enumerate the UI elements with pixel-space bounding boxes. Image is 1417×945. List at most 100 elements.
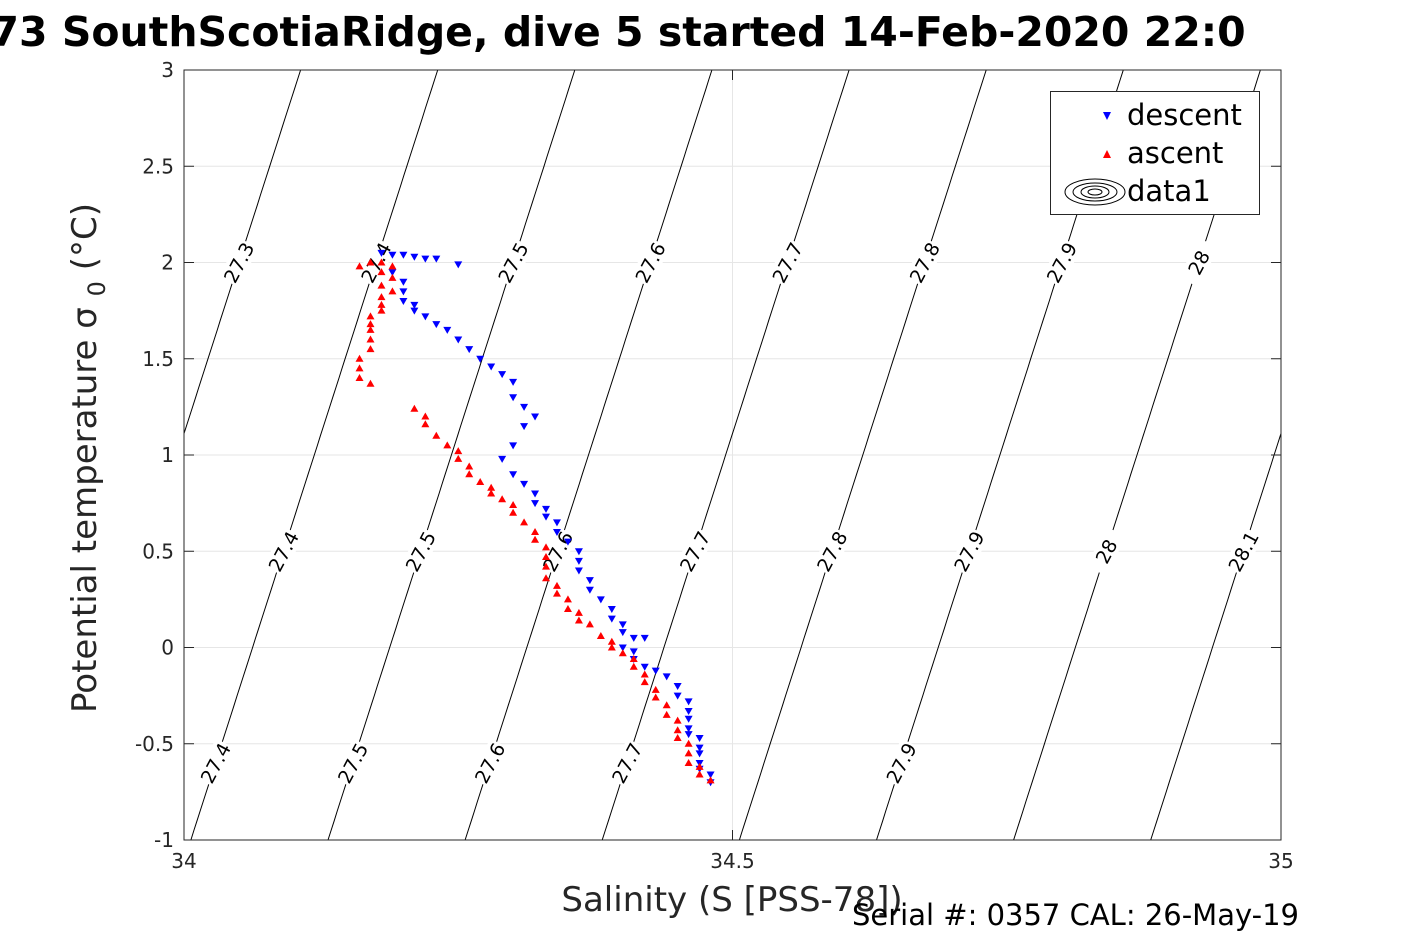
descent-point [629, 648, 638, 656]
isopycnal-label-bg [881, 738, 922, 788]
data-points [355, 249, 715, 787]
isopycnal-line [738, 70, 987, 840]
descent-point [585, 577, 594, 585]
descent-point [618, 621, 627, 629]
descent-point [542, 505, 551, 513]
descent-point [596, 596, 605, 604]
isopycnal-label-bg [1178, 237, 1219, 288]
ascent-point [531, 535, 540, 543]
axis-ticks: 34 34.5 35 -1 -0.5 0 0.5 1 1.5 2 2.5 3 [135, 58, 1294, 873]
ascent-point [465, 462, 474, 470]
ascent-point [563, 605, 572, 612]
ascent-point [629, 662, 638, 670]
isopycnal-label-bg [355, 237, 397, 288]
isopycnal-label-bg [811, 526, 852, 576]
isopycnal-line [464, 70, 713, 840]
ascent-point [355, 354, 364, 362]
descent-marker-icon [1103, 112, 1111, 120]
descent-point [410, 301, 419, 309]
descent-point [432, 255, 441, 263]
descent-point [640, 663, 649, 671]
y-tick-label: 1.5 [142, 347, 174, 371]
descent-point [574, 567, 583, 575]
descent-point [399, 251, 408, 259]
descent-point [399, 288, 408, 296]
descent-point [421, 255, 430, 263]
y-tick-label: -0.5 [135, 732, 174, 756]
descent-point [520, 423, 529, 431]
descent-point [498, 371, 507, 379]
ascent-point [684, 759, 693, 766]
isopycnal-label-bg [263, 526, 304, 576]
descent-point [684, 715, 693, 723]
ascent-point [542, 574, 551, 582]
ascent-point [355, 374, 364, 381]
legend-item-ascent: ascent [1051, 134, 1259, 172]
x-axis-label: Salinity (S [PSS-78]) [561, 880, 903, 920]
descent-point [377, 249, 386, 257]
ascent-point [596, 631, 605, 639]
ascent-point [377, 258, 386, 266]
ascent-point [388, 273, 397, 281]
descent-point [684, 731, 693, 739]
descent-point [531, 500, 540, 508]
descent-point [574, 557, 583, 565]
isopycnal-contours: 27.3 27.427.427.427.527.527.527.627.627.6… [184, 70, 1281, 840]
ascent-point [432, 431, 441, 439]
descent-point [520, 403, 529, 411]
ascent-point [366, 325, 375, 333]
ascent-point [366, 345, 375, 353]
descent-point [520, 480, 529, 488]
descent-point [563, 538, 572, 546]
descent-point [542, 513, 551, 521]
descent-point [607, 606, 616, 613]
ascent-point [585, 620, 594, 628]
legend-label-data1: data1 [1127, 174, 1211, 208]
ascent-point [542, 553, 551, 561]
ascent-point [640, 670, 649, 678]
ascent-point [618, 649, 627, 657]
ascent-point [662, 710, 671, 718]
descent-point [629, 634, 638, 642]
ascent-point [366, 258, 375, 266]
ascent-point [366, 379, 375, 387]
ascent-point [377, 268, 386, 276]
isopycnal-label-bg [630, 237, 671, 288]
ascent-point [684, 739, 693, 747]
descent-point [673, 683, 682, 690]
descent-point [509, 471, 518, 479]
isopycnal-line [327, 70, 576, 840]
contour-ellipses-icon [1064, 178, 1126, 206]
isopycnal-label-bg [1223, 526, 1264, 576]
descent-point [487, 363, 496, 371]
serial-cal-text: Serial #: 0357 CAL: 26-May-19 [852, 898, 1299, 932]
isopycnal-label-bg [493, 237, 534, 288]
descent-point [509, 394, 518, 402]
descent-point [651, 667, 660, 675]
ascent-point [552, 581, 561, 589]
ascent-point [563, 595, 572, 603]
descent-point [388, 269, 397, 277]
descent-point [399, 278, 408, 286]
ascent-point [366, 320, 375, 328]
ascent-point [377, 300, 386, 308]
isopycnal-label-bg [674, 526, 715, 576]
ascent-point [607, 637, 616, 645]
isopycnal-label-bg [1041, 237, 1082, 288]
descent-point [695, 734, 704, 742]
chart-title: 673 SouthScotiaRidge, dive 5 started 14-… [0, 8, 1246, 56]
descent-point [509, 442, 518, 450]
descent-point [454, 336, 463, 344]
isopycnal-label-bg [400, 526, 441, 576]
ascent-point [574, 616, 583, 624]
y-tick-label: 2.5 [142, 154, 174, 178]
isopycnal-label-bg [606, 738, 647, 788]
y-tick-label: 3 [161, 58, 174, 82]
x-tick-label: 35 [1268, 849, 1293, 873]
descent-point [673, 692, 682, 700]
ascent-point [662, 701, 671, 709]
ascent-point [695, 770, 704, 778]
ascent-point [706, 776, 715, 784]
ascent-point [509, 501, 518, 509]
isopycnal-label-bg [948, 526, 990, 576]
